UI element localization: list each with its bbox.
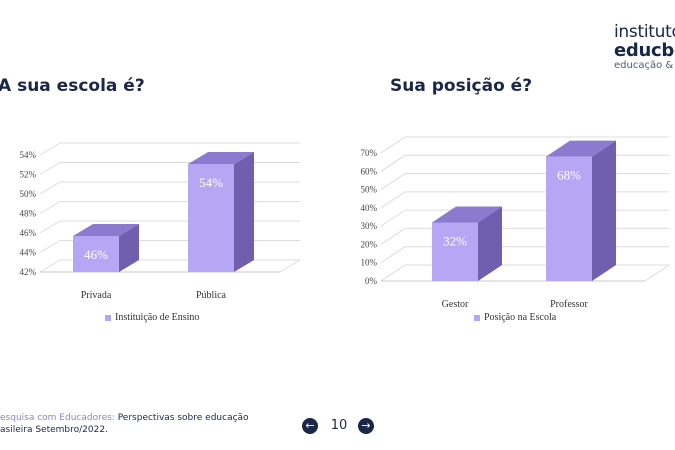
school-type-grid-diag [39,201,61,214]
school-type-ytick-label: 54% [20,150,37,160]
school-type-ytick-label: 44% [20,248,37,258]
position-ytick-label: 20% [361,239,378,249]
position-legend: Posição na Escola [474,312,556,323]
bar-top [546,140,616,157]
bar-top [432,206,502,223]
position-grid-diag [380,136,406,154]
position-ytick-label: 50% [361,185,378,195]
position-bar-professor [546,140,616,281]
school-type-grid-diag [39,162,61,175]
legend-swatch [474,314,480,321]
school-type-floor-side [279,259,301,273]
school-type-category-label: Privada [81,290,112,301]
legend-swatch [105,314,111,321]
footer-line-2: asileira Setembro/2022. [0,425,108,435]
bar-front [432,222,478,281]
footer-accent: esquisa com Educadores: [0,413,115,423]
bar-top [188,152,254,164]
school-type-chart: 42% 44% 46% 48% 50% 52% 54% 46% Privada 54% Públic… [20,142,301,301]
bar-front [546,156,592,281]
position-grid-diag [380,264,406,282]
bar-side [592,140,616,281]
bar-top [73,224,139,236]
position-category-label: Gestor [442,299,469,310]
position-ytick-label: 0% [365,276,378,286]
page-number: 10 [330,418,348,433]
school-type-grid-diag [39,142,61,156]
position-grid-diag [380,154,406,172]
position-data-label: 68% [557,168,581,183]
position-category-label: Professor [550,299,588,310]
bar-front [188,164,234,272]
school-type-ytick-label: 48% [20,209,37,219]
school-type-ytick-label: 50% [20,189,37,199]
footer-line-1: esquisa com Educadores: Perspectivas sob… [0,412,249,424]
position-ytick-label: 60% [361,166,378,176]
bar-front [73,236,119,272]
position-ytick-label: 70% [361,148,378,158]
school-type-data-label: 46% [84,247,108,262]
position-grid-diag [380,191,406,209]
legend-label: Posição na Escola [484,312,557,323]
position-grid-diag [380,209,406,227]
school-type-bar-pública [188,152,254,272]
position-chart: 0% 10% 20% 30% 40% 50% 60% 70% 32% Gestor 68% Profe… [361,136,670,310]
school-type-grid-diag [39,220,61,234]
position-data-label: 32% [443,233,467,248]
footer-text: Perspectivas sobre educação [114,413,249,423]
logo-line-1: instituto [614,22,675,42]
school-type-grid-diag [39,240,61,253]
arrow-left-icon[interactable]: ← [302,418,318,434]
legend-label: Instituição de Ensino [115,312,200,323]
bar-side [234,152,254,272]
school-type-grid-diag [39,181,61,195]
school-type-ytick-label: 42% [20,267,37,277]
position-ytick-label: 40% [361,203,378,213]
position-ytick-label: 30% [361,221,378,231]
position-title: Sua posição é? [390,76,533,96]
position-grid-diag [380,228,406,245]
school-type-ytick-label: 52% [20,170,37,180]
school-type-category-label: Pública [196,290,227,301]
footer-source: esquisa com Educadores: Perspectivas sob… [0,412,249,436]
bar-side [478,206,502,281]
school-type-bar-privada [73,224,139,272]
school-type-title: A sua escola é? [0,76,145,96]
school-type-data-label: 54% [199,175,223,190]
bar-side [119,224,139,272]
arrow-right-icon[interactable]: → [358,418,374,434]
position-floor-side [644,264,670,282]
position-grid-diag [380,246,406,264]
school-type-legend: Instituição de Ensino [105,312,199,323]
logo-tagline: educação & c [614,60,675,71]
position-bar-gestor [432,206,502,281]
position-grid-diag [380,173,406,190]
position-ytick-label: 10% [361,258,378,268]
school-type-ytick-label: 46% [20,228,37,238]
logo-line-2: educbo [614,40,675,61]
pagination: ← 10 → [302,418,374,434]
school-type-grid-diag [39,259,61,273]
